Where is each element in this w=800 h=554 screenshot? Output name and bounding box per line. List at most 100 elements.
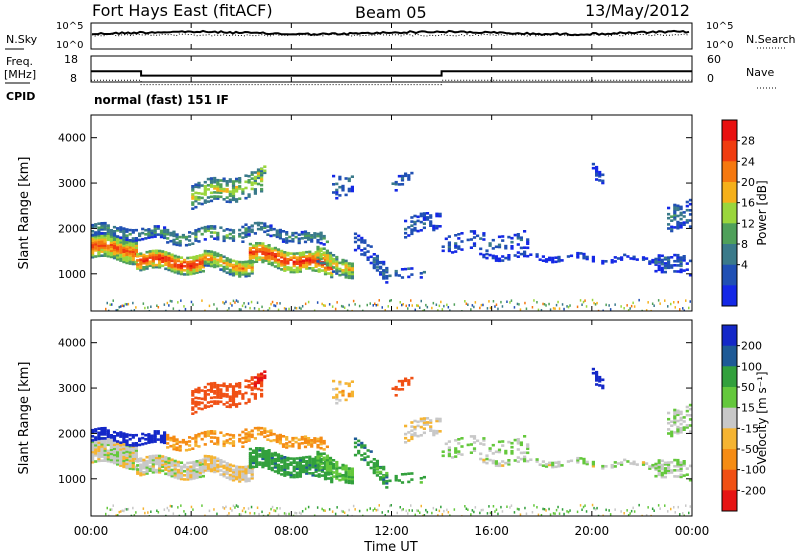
power-cell [166,230,170,234]
power-cell [191,203,195,206]
power-cell [317,270,321,273]
power-cell [176,263,180,267]
velocity-cell [225,393,229,396]
power-cell [404,267,408,271]
power-cell [109,243,113,246]
power-cell [200,196,204,200]
velocity-cell [209,469,214,473]
velocity-cell [100,449,104,452]
velocity-cell [660,471,664,475]
power-cell [112,230,117,233]
velocity-cell [685,473,689,476]
velocity-cell [347,471,351,474]
power-cell [280,253,284,257]
power-cell [551,258,555,262]
power-cell [164,261,168,264]
velocity-cell [151,456,155,460]
velocity-cell [131,459,135,463]
power-cell [320,263,324,266]
power-cell [142,266,146,269]
power-cell [497,259,502,263]
velocity-cell [203,458,207,462]
power-cell [119,226,123,229]
power-cell [219,268,223,271]
power-cell [171,300,173,303]
power-cell [191,189,195,192]
power-cell [116,227,120,230]
velocity-cell [103,447,107,450]
velocity-cell [139,471,143,475]
power-cell [264,247,268,250]
velocity-cell [335,471,339,474]
velocity-cell [544,463,549,466]
velocity-cell [151,471,155,474]
velocity-cell [419,419,423,423]
velocity-cell [310,445,314,448]
power-cell [382,273,386,276]
power-cell [472,230,477,233]
velocity-cell [347,394,351,398]
power-cell [106,228,110,231]
power-cell [400,174,405,178]
velocity-cell [372,464,376,467]
velocity-cell [595,379,599,382]
velocity-cell [97,457,101,461]
power-cell [213,257,217,260]
power-cell [200,202,204,206]
velocity-cell [317,473,321,476]
power-cell [197,240,201,243]
power-cell [267,254,271,257]
power-cell [141,237,145,241]
velocity-cell [394,478,398,482]
velocity-cell [161,459,165,462]
power-cell [270,255,274,259]
power-cell [269,234,273,238]
power-cell [100,233,104,237]
power-cell [94,255,98,258]
power-cell [460,248,464,251]
power-cell [260,189,264,193]
power-cell [203,260,207,263]
power-cell [179,262,184,266]
power-cell [298,260,302,263]
power-cell [260,179,264,183]
velocity-cell [250,470,254,474]
power-cell [164,267,168,271]
velocity-cell [228,385,232,388]
velocity-cell [261,510,263,514]
power-cell [256,182,261,186]
power-cell [197,192,201,195]
velocity-cell [228,512,230,515]
power-cell [598,175,602,178]
power-cell [330,273,334,277]
velocity-cell [216,392,220,395]
power-cell [322,234,326,238]
power-cell [465,302,468,305]
velocity-cell [344,476,348,480]
velocity-cell [270,466,274,470]
velocity-cell [238,402,242,405]
power-cell [401,303,403,307]
velocity-cell [519,457,523,461]
velocity-cell [576,510,579,514]
velocity-cell [378,504,380,507]
power-cell [581,303,583,306]
power-cell [591,166,595,170]
power-cell [319,231,323,235]
velocity-cell [106,431,110,434]
power-cell [269,226,273,230]
power-cell [335,190,339,194]
velocity-cell [203,406,207,409]
power-cell [134,244,138,247]
power-cell [319,257,323,261]
power-cell [219,185,223,188]
power-cell [200,232,204,236]
power-cell [667,258,671,261]
velocity-cell [275,438,279,442]
power-cell [97,244,101,247]
power-cell [186,256,190,260]
power-cell [302,261,306,265]
power-cell [164,259,168,262]
power-cell [250,272,254,275]
velocity-cell [106,439,110,442]
